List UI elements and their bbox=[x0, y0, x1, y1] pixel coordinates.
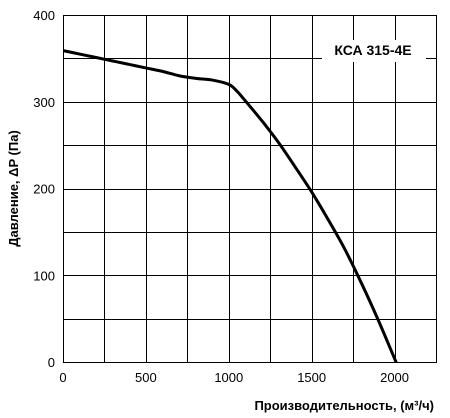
y-tick-label: 200 bbox=[33, 182, 55, 197]
y-axis-label: Давление, ΔP (Па) bbox=[6, 130, 21, 247]
x-tick-label: 2000 bbox=[380, 370, 409, 385]
plot-frame bbox=[62, 14, 438, 364]
x-axis-label: Производительность, (м³/ч) bbox=[254, 398, 434, 413]
curve-layer bbox=[63, 49, 399, 363]
tick-labels: 0 500 1000 1500 2000 0 100 200 300 400 bbox=[33, 8, 409, 385]
model-label-background bbox=[322, 40, 426, 62]
y-tick-label: 300 bbox=[33, 95, 55, 110]
x-tick-label: 0 bbox=[59, 370, 66, 385]
y-tick-label: 0 bbox=[48, 355, 55, 370]
x-tick-label: 1000 bbox=[214, 370, 243, 385]
x-tick-label: 500 bbox=[135, 370, 157, 385]
y-tick-label: 400 bbox=[33, 8, 55, 23]
x-tick-label: 1500 bbox=[297, 370, 326, 385]
y-tick-label: 100 bbox=[33, 268, 55, 283]
series-line-0 bbox=[63, 49, 399, 363]
grid bbox=[63, 15, 436, 362]
model-label: КСА 315-4E bbox=[334, 42, 411, 58]
